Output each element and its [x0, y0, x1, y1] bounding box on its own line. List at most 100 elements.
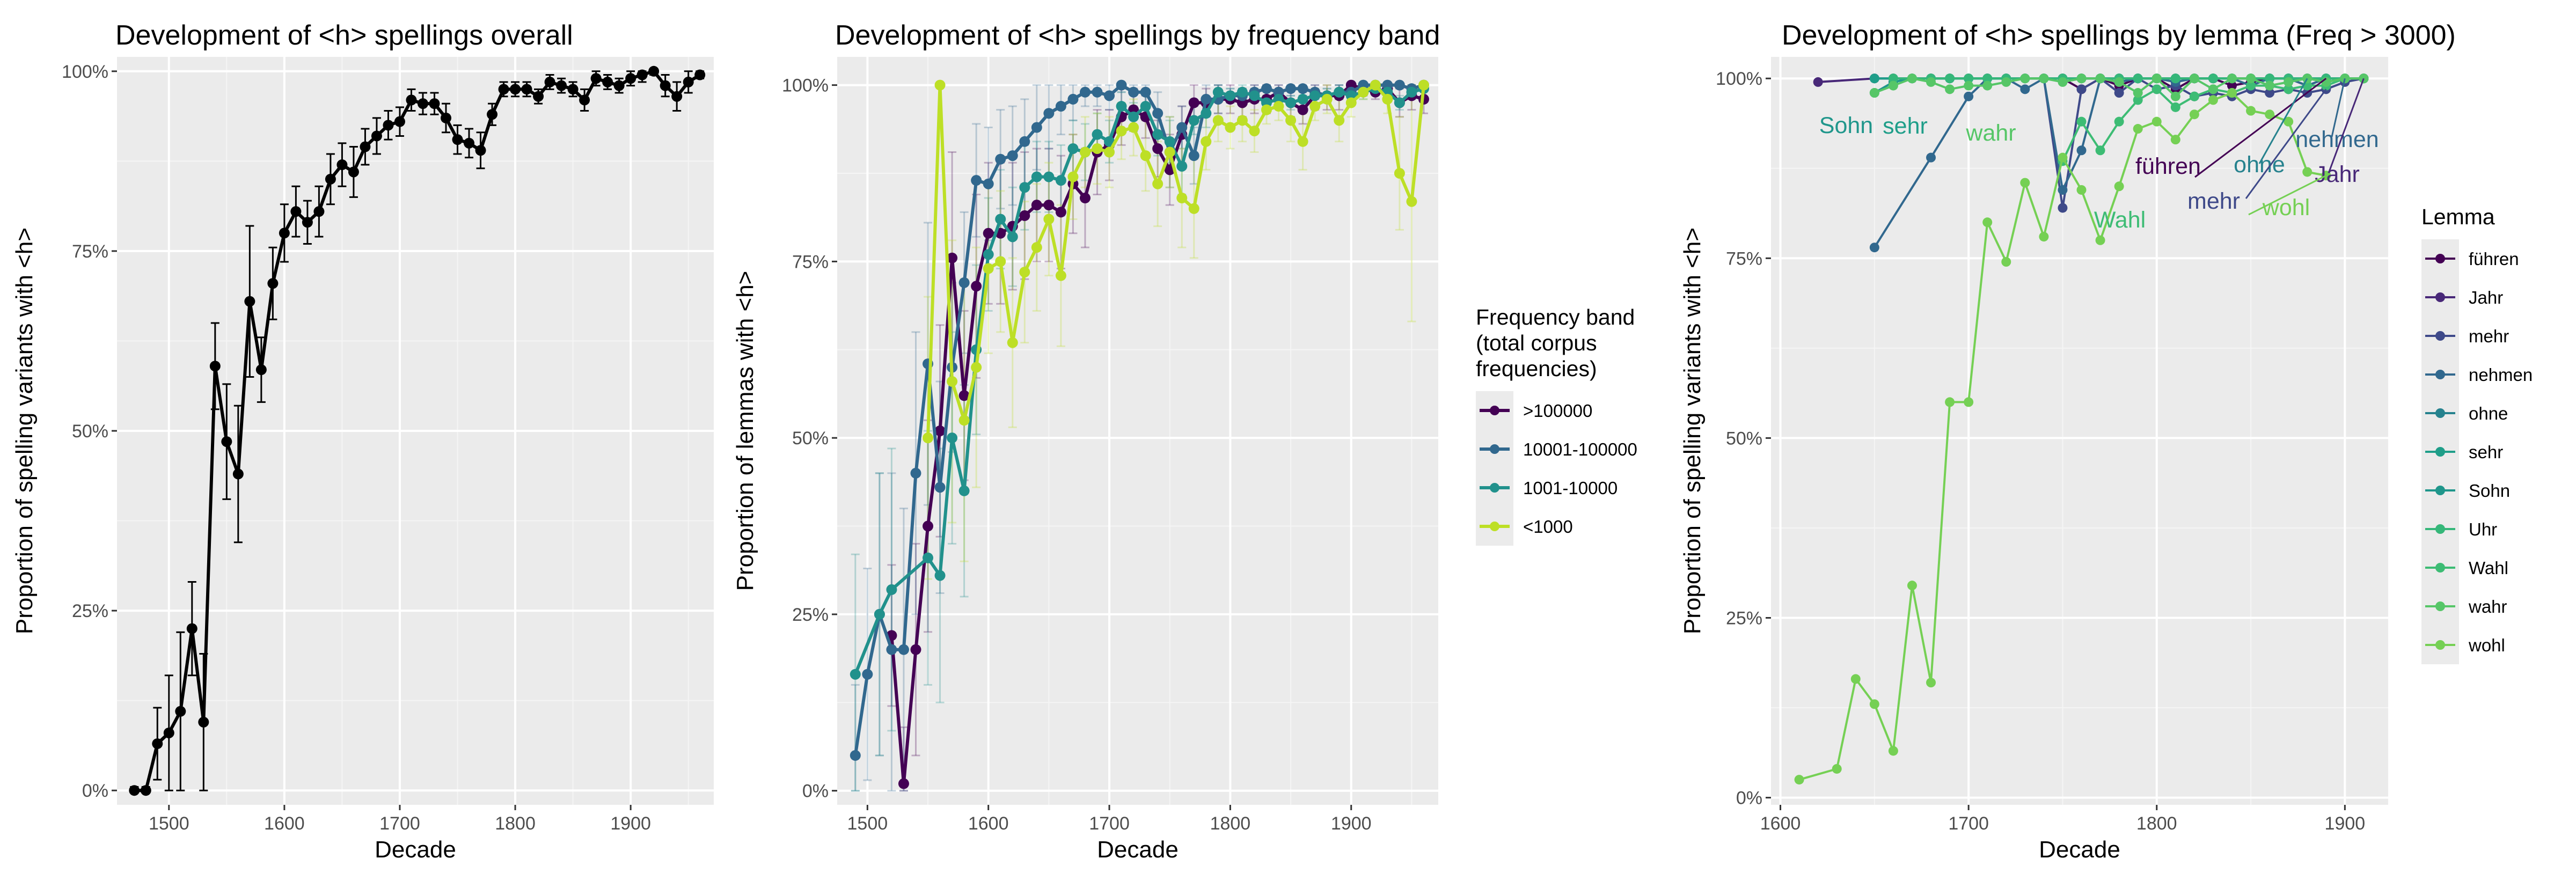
- legend-key-point: [2435, 524, 2445, 534]
- data-point: [2058, 77, 2068, 87]
- legend-label: mehr: [2469, 326, 2509, 346]
- data-point: [1382, 93, 1393, 105]
- x-tick-label: 1700: [1948, 813, 1989, 834]
- data-point: [1297, 93, 1308, 105]
- y-tick-label: 50%: [72, 421, 108, 442]
- x-tick-label: 1700: [379, 813, 420, 834]
- data-point: [1334, 86, 1345, 98]
- data-point: [544, 76, 555, 87]
- data-point: [175, 706, 186, 717]
- legend-label: wahr: [2468, 597, 2507, 617]
- data-point: [1019, 210, 1030, 221]
- data-point: [2265, 74, 2275, 84]
- data-point: [140, 785, 151, 796]
- data-point: [1297, 136, 1308, 147]
- y-tick-label: 50%: [792, 428, 829, 449]
- data-point: [1888, 746, 1898, 756]
- data-point: [1188, 97, 1199, 108]
- data-point: [694, 69, 706, 80]
- data-point: [2114, 88, 2124, 98]
- data-point: [910, 644, 921, 655]
- x-tick-label: 1500: [149, 813, 189, 834]
- data-point: [2227, 80, 2237, 91]
- data-point: [440, 112, 451, 123]
- legend-key-point: [1490, 522, 1499, 531]
- data-point: [1869, 699, 1879, 709]
- legend-item: Uhr: [2421, 510, 2497, 548]
- data-point: [1116, 101, 1127, 112]
- data-point: [995, 153, 1006, 165]
- data-point: [1945, 74, 1955, 84]
- legend-label: führen: [2469, 249, 2519, 269]
- legend-label: <1000: [1523, 517, 1573, 537]
- data-point: [1176, 160, 1188, 172]
- legend-item: Jahr: [2421, 278, 2503, 317]
- y-tick-label: 0%: [82, 781, 108, 801]
- data-point: [2076, 116, 2087, 127]
- legend-key-point: [2435, 486, 2445, 495]
- direct-label-connector: [2258, 78, 2308, 164]
- data-point: [1964, 74, 1974, 84]
- data-point: [923, 432, 934, 444]
- data-point: [1164, 136, 1175, 147]
- data-point: [2095, 74, 2105, 84]
- data-point: [1043, 108, 1055, 119]
- x-tick-label: 1500: [847, 813, 888, 834]
- data-point: [1794, 775, 1804, 785]
- data-point: [2189, 74, 2199, 84]
- data-point: [2246, 74, 2256, 84]
- data-point: [1031, 200, 1042, 211]
- data-point: [2265, 109, 2275, 120]
- legend-key-point: [2435, 601, 2445, 611]
- data-point: [648, 65, 660, 77]
- x-tick-label: 1800: [1210, 813, 1251, 834]
- data-point: [2265, 80, 2275, 91]
- x-axis-label: Decade: [375, 836, 456, 863]
- data-point: [1850, 674, 1861, 684]
- legend-key-point: [2435, 370, 2445, 379]
- data-point: [348, 166, 359, 178]
- data-point: [1370, 79, 1381, 91]
- direct-label: mehr: [2187, 188, 2240, 214]
- legend-key-point: [2435, 640, 2445, 650]
- y-axis-label: Proportion of spelling variants with <h>: [1679, 227, 1706, 634]
- legend-item: mehr: [2421, 317, 2509, 355]
- data-point: [1140, 150, 1151, 162]
- data-point: [1869, 243, 1879, 253]
- data-point: [1249, 90, 1260, 101]
- x-tick-label: 1800: [495, 813, 536, 834]
- direct-label: Sohn: [1819, 113, 1873, 138]
- data-point: [567, 84, 579, 95]
- direct-label-connector: [2194, 78, 2327, 178]
- data-point: [934, 79, 946, 91]
- data-point: [464, 137, 475, 149]
- data-point: [279, 227, 290, 239]
- data-point: [1019, 267, 1030, 278]
- direct-label-connector: [2331, 78, 2346, 137]
- data-point: [1007, 337, 1018, 348]
- legend-title-line: Frequency band: [1476, 305, 1635, 329]
- legend-title-line: frequencies): [1476, 356, 1597, 381]
- data-point: [947, 252, 958, 263]
- direct-label: führen: [2135, 153, 2201, 179]
- data-point: [2208, 95, 2218, 105]
- data-point: [1236, 86, 1248, 98]
- legend-title: Frequency band (total corpus frequencies): [1476, 305, 1635, 381]
- data-point: [579, 94, 590, 106]
- legend-label: Wahl: [2469, 558, 2508, 578]
- data-point: [1092, 86, 1103, 98]
- legend-label: Uhr: [2469, 519, 2497, 539]
- data-point: [862, 669, 873, 680]
- data-point: [1043, 171, 1055, 182]
- data-point: [2208, 84, 2218, 94]
- chart-title: Development of <h> spellings by lemma (F…: [1782, 20, 2456, 51]
- legend-label: nehmen: [2469, 365, 2533, 385]
- legend-item: <1000: [1476, 507, 1573, 546]
- legend-key-point: [2435, 292, 2445, 302]
- data-point: [325, 173, 336, 185]
- data-point: [1164, 146, 1175, 158]
- panel-2: 1500 1600 1700 1800 1900 0% 25% 50% 75% 100% Devel…: [732, 20, 1637, 863]
- data-point: [1926, 77, 1936, 87]
- data-point: [1092, 143, 1103, 154]
- data-point: [2170, 74, 2180, 84]
